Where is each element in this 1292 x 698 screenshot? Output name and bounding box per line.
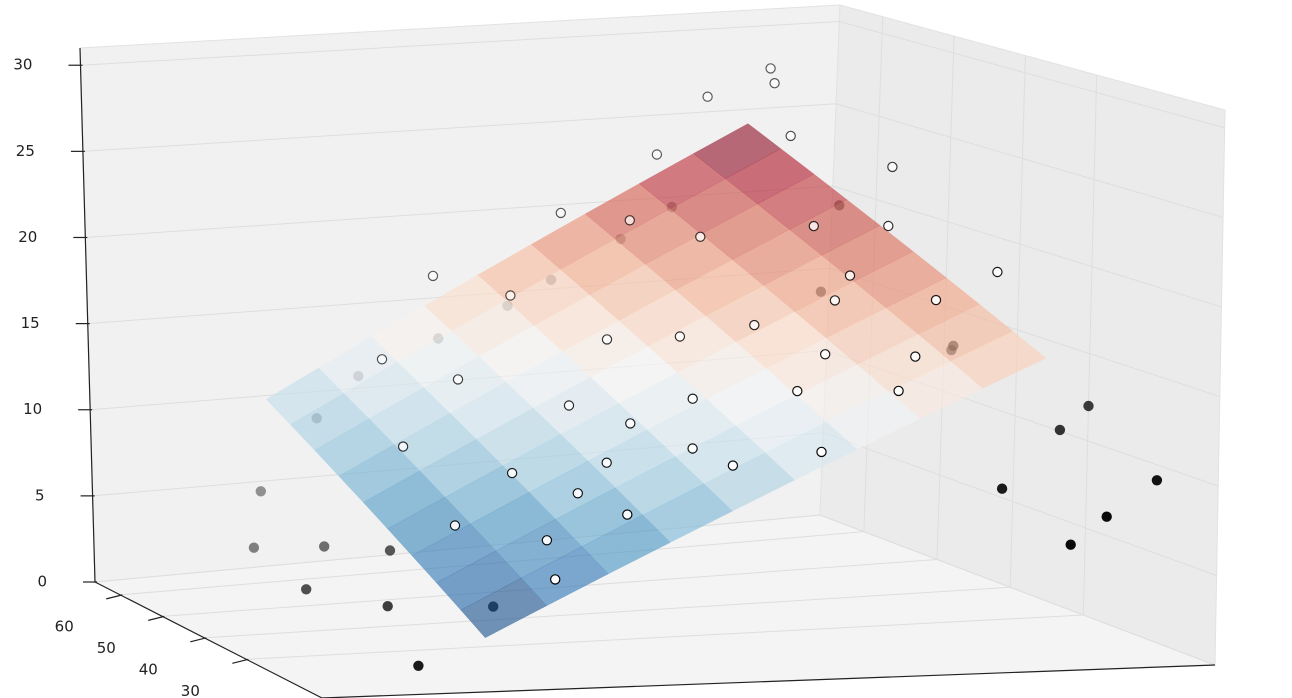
z-tick-label: 15 <box>21 314 40 332</box>
data-point <box>785 130 796 142</box>
data-point <box>816 446 827 458</box>
z-tick-label: 10 <box>23 400 42 418</box>
data-point <box>625 418 636 429</box>
data-point <box>397 441 409 452</box>
surface-facet <box>917 304 1014 362</box>
surface-facet <box>950 330 1047 389</box>
data-point <box>1151 475 1163 486</box>
y-tick <box>190 637 207 643</box>
data-point <box>1054 424 1066 436</box>
data-point <box>319 541 330 552</box>
data-point <box>550 574 561 585</box>
grid-line <box>819 514 1216 666</box>
data-point <box>555 207 567 219</box>
data-point <box>572 488 584 499</box>
data-point <box>382 601 393 612</box>
data-point <box>992 266 1003 278</box>
data-point <box>376 354 388 365</box>
grid-line <box>246 614 1084 660</box>
y-axis <box>94 581 323 698</box>
data-point <box>769 77 780 89</box>
surface-facet <box>757 173 848 230</box>
data-point <box>452 374 464 385</box>
data-point <box>702 91 713 102</box>
z-tick-label: 20 <box>18 228 37 246</box>
data-point <box>622 509 633 520</box>
data-point <box>1065 539 1076 550</box>
data-point <box>687 393 698 404</box>
data-point <box>695 231 706 242</box>
grid-line <box>80 20 840 66</box>
z-tick-label: 5 <box>35 486 45 504</box>
z-axis <box>79 47 96 583</box>
data-point <box>996 483 1008 494</box>
grid-line <box>832 185 1222 308</box>
data-point <box>829 295 841 306</box>
y-tick <box>232 658 249 664</box>
y-tick <box>148 615 165 621</box>
data-point <box>624 215 636 226</box>
x-axis <box>321 664 1216 698</box>
grid-line <box>839 20 1225 129</box>
data-point <box>563 400 575 411</box>
data-point <box>301 584 312 595</box>
z-tick-label: 0 <box>37 573 47 591</box>
data-point <box>541 535 553 546</box>
data-point <box>427 270 439 282</box>
data-point <box>883 220 894 232</box>
data-point <box>910 351 921 362</box>
data-point <box>844 270 856 281</box>
y-tick <box>106 594 123 600</box>
data-point <box>674 331 686 342</box>
data-point <box>808 220 820 232</box>
z-tick-label: 30 <box>13 56 32 74</box>
data-point <box>449 520 461 531</box>
data-point <box>506 467 518 479</box>
data-point <box>651 149 663 160</box>
surface-facet <box>885 277 980 335</box>
grid-line <box>835 103 1224 218</box>
grid-line <box>1009 55 1026 588</box>
data-point <box>887 161 898 173</box>
data-point <box>601 457 612 468</box>
data-point <box>1083 400 1094 412</box>
z-tick-label: 25 <box>16 142 35 160</box>
data-point <box>687 443 698 454</box>
surface-facet <box>821 225 914 282</box>
data-point <box>765 63 776 74</box>
data-point <box>930 294 942 306</box>
y-tick-label: 50 <box>97 639 116 657</box>
data-point <box>1101 511 1112 522</box>
data-point <box>505 290 516 301</box>
data-point <box>727 460 739 471</box>
grid-line <box>82 103 837 152</box>
grid-line <box>1082 74 1098 616</box>
data-point <box>248 542 260 553</box>
data-point <box>820 349 831 360</box>
y-tick-label: 30 <box>181 682 200 698</box>
surface-facet <box>789 199 881 256</box>
data-point <box>601 334 613 345</box>
y-tick-label: 40 <box>139 660 158 678</box>
grid-line <box>823 432 1217 576</box>
y-tick-label: 60 <box>55 617 74 635</box>
grid-line <box>204 586 1011 639</box>
data-point <box>384 545 396 556</box>
data-point <box>749 319 760 331</box>
data-point <box>792 385 803 397</box>
data-point <box>893 385 904 397</box>
data-point <box>255 486 266 497</box>
data-point <box>413 660 424 672</box>
